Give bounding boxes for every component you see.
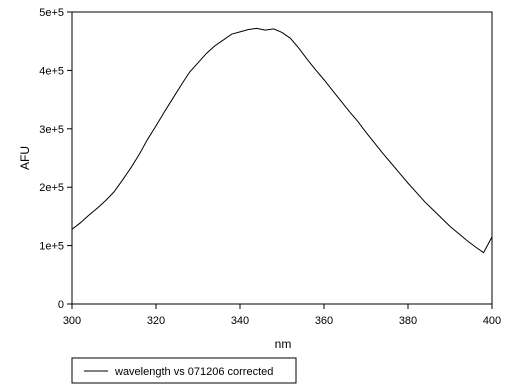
x-tick-label: 380 (399, 315, 417, 327)
legend-box (71, 357, 297, 384)
legend-label: wavelength vs 071206 corrected (114, 366, 273, 378)
plot-frame (71, 11, 493, 305)
y-tick-label: 0 (58, 299, 64, 311)
x-axis-title: nm (275, 337, 292, 351)
x-tick-label: 340 (231, 315, 249, 327)
series-layer (71, 27, 493, 254)
legend: wavelength vs 071206 corrected (71, 357, 297, 384)
y-tick-label: 1e+5 (39, 241, 64, 253)
y-tick-label: 4e+5 (39, 65, 64, 77)
y-tick-label: 2e+5 (39, 182, 64, 194)
ticks: 300 320 340 360 380 400 0 1e+5 2e+5 3e+5 4e+5 5e+5 (39, 7, 501, 327)
y-axis-title: AFU (18, 146, 32, 170)
series-line (71, 27, 493, 254)
x-tick-label: 400 (483, 315, 501, 327)
x-tick-label: 300 (63, 315, 81, 327)
y-tick-label: 5e+5 (39, 7, 64, 19)
x-tick-label: 320 (147, 315, 165, 327)
y-tick-label: 3e+5 (39, 124, 64, 136)
axes (71, 11, 493, 305)
x-tick-label: 360 (315, 315, 333, 327)
